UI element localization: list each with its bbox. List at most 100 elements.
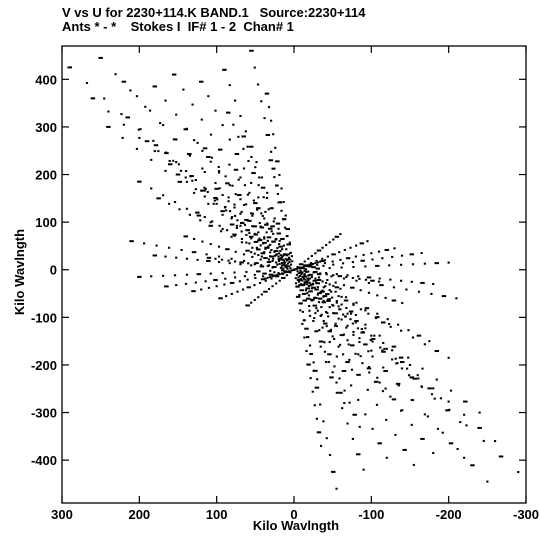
uv-point: [325, 272, 328, 275]
uv-point: [308, 309, 311, 312]
uv-point: [410, 280, 413, 283]
uv-point: [103, 97, 106, 100]
uv-point: [354, 313, 357, 316]
uv-point: [257, 254, 260, 257]
uv-point: [441, 295, 447, 298]
uv-point: [262, 241, 267, 244]
uv-point: [230, 292, 233, 295]
uv-point: [217, 171, 221, 174]
uv-point: [217, 245, 221, 248]
uv-point: [214, 109, 217, 112]
uv-point: [434, 350, 440, 353]
uv-point: [244, 218, 249, 221]
uv-point: [410, 398, 413, 401]
uv-point: [206, 256, 212, 259]
uv-point: [252, 225, 257, 228]
uv-point: [279, 254, 283, 257]
uv-point: [240, 230, 243, 233]
uv-point: [409, 253, 415, 256]
uv-point: [342, 284, 346, 287]
uv-point: [164, 285, 169, 288]
uv-point: [239, 261, 244, 264]
uv-point: [207, 286, 211, 289]
uv-point: [420, 252, 423, 255]
uv-point: [173, 274, 177, 277]
uv-point: [333, 312, 338, 315]
uv-point: [221, 213, 224, 216]
uv-point: [325, 244, 328, 247]
uv-point: [317, 297, 323, 300]
uv-point: [269, 119, 273, 122]
uv-point: [316, 263, 319, 266]
uv-point: [184, 170, 188, 173]
uv-point: [345, 276, 348, 279]
uv-point: [175, 138, 178, 141]
uv-point: [245, 229, 250, 232]
uv-point: [306, 277, 312, 280]
uv-point: [237, 178, 240, 181]
uv-point: [310, 287, 313, 290]
uv-point: [411, 336, 415, 339]
uv-point: [400, 254, 404, 257]
uv-point: [228, 163, 231, 166]
uv-point: [207, 95, 210, 98]
uv-point: [268, 159, 274, 162]
uv-point: [250, 155, 253, 158]
uv-point: [206, 259, 211, 262]
y-tick-label: -400: [31, 453, 57, 468]
uv-point: [263, 217, 266, 220]
uv-point: [257, 239, 260, 242]
uv-point: [215, 285, 218, 288]
uv-point: [351, 261, 354, 264]
uv-point: [142, 242, 146, 245]
uv-point: [304, 299, 307, 302]
uv-point: [376, 312, 379, 315]
uv-point: [246, 193, 249, 196]
uv-point: [371, 355, 374, 358]
uv-point: [355, 279, 358, 282]
uv-point: [271, 259, 274, 262]
uv-point: [346, 324, 349, 327]
uv-point: [253, 66, 256, 69]
uv-point: [304, 275, 307, 278]
uv-point: [360, 331, 365, 334]
uv-point: [384, 296, 387, 299]
uv-point: [258, 281, 262, 284]
uv-point: [300, 273, 303, 276]
uv-point: [272, 133, 275, 136]
uv-point: [214, 257, 217, 260]
uv-point: [307, 285, 310, 288]
uv-point: [213, 278, 218, 281]
uv-point: [327, 315, 330, 318]
uv-point: [303, 336, 306, 339]
uv-point: [352, 413, 357, 416]
uv-point: [373, 380, 379, 383]
uv-point: [348, 310, 354, 313]
uv-point: [199, 219, 202, 222]
uv-point: [401, 409, 404, 412]
uv-point: [228, 138, 231, 141]
uv-point: [277, 255, 280, 258]
uv-point: [325, 437, 328, 440]
uv-point: [194, 179, 197, 182]
uv-point: [463, 413, 466, 416]
uv-point: [351, 276, 354, 279]
uv-point: [150, 275, 153, 278]
uv-point: [345, 257, 351, 260]
uv-point: [319, 314, 322, 317]
uv-point: [250, 301, 253, 304]
uv-point: [255, 246, 258, 249]
uv-point: [162, 194, 165, 197]
uv-point: [281, 261, 284, 264]
uv-point: [179, 169, 183, 172]
uv-point: [225, 229, 229, 232]
uv-point: [308, 273, 313, 276]
uv-point: [281, 248, 284, 251]
uv-point: [337, 305, 340, 308]
uv-point: [366, 240, 369, 243]
uv-point: [326, 255, 330, 258]
uv-point: [324, 285, 327, 288]
uv-point: [417, 377, 420, 380]
uv-point: [320, 290, 325, 293]
uv-point: [233, 168, 239, 171]
